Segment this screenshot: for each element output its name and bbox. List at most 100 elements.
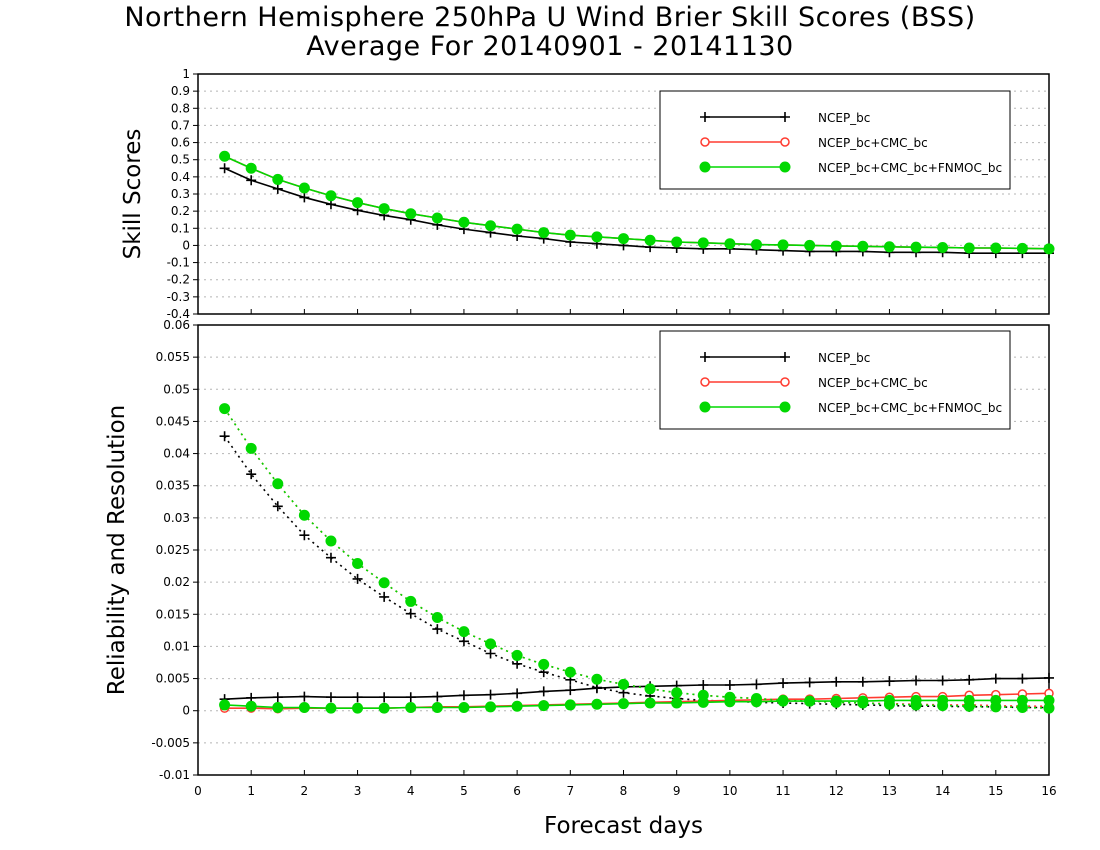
data-point bbox=[644, 683, 656, 695]
data-point bbox=[352, 197, 364, 209]
data-point bbox=[352, 692, 363, 703]
data-point bbox=[325, 692, 336, 703]
legend-label: NCEP_bc+CMC_bc bbox=[818, 136, 928, 150]
data-point bbox=[804, 695, 816, 707]
data-point bbox=[910, 241, 922, 253]
data-point bbox=[458, 636, 469, 647]
x-tick-label: 16 bbox=[1041, 784, 1056, 798]
data-point bbox=[565, 685, 576, 696]
data-point bbox=[990, 701, 1002, 713]
chart-title-line-1: Northern Hemisphere 250hPa U Wind Brier … bbox=[124, 2, 976, 33]
legend-label: NCEP_bc bbox=[818, 351, 870, 365]
data-point bbox=[857, 676, 868, 687]
series-line bbox=[223, 435, 1049, 709]
data-point bbox=[857, 240, 869, 252]
data-point bbox=[830, 696, 842, 708]
legend-label: NCEP_bc+CMC_bc+FNMOC_bc bbox=[818, 401, 1002, 415]
data-point bbox=[618, 233, 629, 245]
y-tick-label: 0.005 bbox=[156, 672, 190, 686]
data-point bbox=[405, 608, 416, 619]
data-point bbox=[937, 241, 949, 253]
data-point bbox=[780, 352, 790, 362]
data-point bbox=[618, 678, 629, 690]
x-tick-label: 12 bbox=[829, 784, 844, 798]
data-point bbox=[698, 680, 709, 690]
data-point bbox=[299, 530, 310, 541]
data-point bbox=[990, 673, 1001, 684]
data-point bbox=[485, 638, 497, 650]
y-tick-label: -0.2 bbox=[167, 273, 190, 287]
data-point bbox=[379, 591, 390, 602]
x-tick-label: 7 bbox=[566, 784, 574, 798]
data-point bbox=[884, 676, 895, 687]
data-point bbox=[219, 431, 230, 442]
data-point bbox=[780, 112, 790, 122]
data-point bbox=[511, 223, 523, 235]
data-point bbox=[298, 702, 310, 713]
data-point bbox=[697, 237, 709, 249]
data-point bbox=[830, 240, 842, 252]
data-point bbox=[724, 238, 736, 250]
data-point bbox=[671, 687, 683, 699]
y-tick-label: 0.7 bbox=[171, 118, 190, 132]
legend-box bbox=[659, 330, 1011, 430]
legend-label: NCEP_bc+CMC_bc bbox=[818, 376, 928, 390]
data-point bbox=[298, 182, 310, 194]
y-tick-label: -0.3 bbox=[167, 290, 190, 304]
data-point bbox=[511, 649, 523, 661]
plot-frame bbox=[197, 324, 1050, 776]
data-point bbox=[699, 401, 711, 413]
data-point bbox=[1016, 702, 1028, 713]
data-point bbox=[405, 208, 417, 220]
data-point bbox=[1043, 702, 1055, 714]
data-point bbox=[219, 403, 231, 415]
data-point bbox=[591, 673, 603, 685]
legend: NCEP_bc NCEP_bc+CMC_bc NCEP_bc+CMC_bc+FNMO… bbox=[659, 90, 1011, 190]
y-tick-label: 0.04 bbox=[163, 447, 190, 461]
data-point bbox=[750, 693, 762, 704]
data-point bbox=[831, 676, 842, 687]
data-point bbox=[780, 137, 790, 147]
data-point bbox=[246, 175, 257, 186]
data-point bbox=[458, 702, 470, 713]
y-tick-label: 0.3 bbox=[171, 187, 190, 201]
data-point bbox=[700, 377, 710, 387]
data-point bbox=[298, 509, 310, 521]
x-tick-label: 13 bbox=[882, 784, 897, 798]
data-point bbox=[245, 700, 257, 712]
data-point bbox=[431, 212, 443, 224]
y-tick-label: 0 bbox=[182, 704, 190, 718]
x-tick-label: 9 bbox=[673, 784, 681, 798]
data-point bbox=[245, 162, 257, 174]
data-point bbox=[352, 702, 364, 714]
data-point bbox=[325, 702, 337, 714]
data-point bbox=[564, 666, 576, 678]
data-point bbox=[804, 677, 815, 688]
data-point bbox=[671, 697, 683, 709]
data-point bbox=[937, 675, 948, 686]
data-point bbox=[883, 241, 895, 253]
series-line bbox=[224, 699, 1049, 709]
data-point bbox=[272, 501, 283, 512]
y-tick-label: 0.5 bbox=[171, 153, 190, 167]
data-point bbox=[990, 242, 1002, 254]
chart-title-line-2: Average For 20140901 - 20141130 bbox=[306, 31, 794, 62]
y-tick-label: 1 bbox=[182, 67, 190, 81]
data-point bbox=[779, 401, 791, 413]
data-point bbox=[1016, 242, 1028, 254]
data-point bbox=[779, 161, 791, 173]
y-axis-label: Skill Scores bbox=[120, 129, 146, 260]
y-tick-label: 0.015 bbox=[156, 607, 190, 621]
y-tick-label: 0.2 bbox=[171, 204, 190, 218]
data-point bbox=[325, 190, 337, 202]
data-point bbox=[272, 478, 284, 490]
data-point bbox=[458, 626, 470, 638]
data-point bbox=[777, 239, 789, 251]
legend-box bbox=[659, 90, 1011, 190]
data-point bbox=[857, 697, 869, 709]
x-tick-label: 3 bbox=[354, 784, 362, 798]
y-tick-label: -0.01 bbox=[159, 768, 190, 782]
plot-frame bbox=[197, 73, 1050, 315]
x-tick-label: 11 bbox=[775, 784, 790, 798]
data-point bbox=[591, 231, 603, 243]
